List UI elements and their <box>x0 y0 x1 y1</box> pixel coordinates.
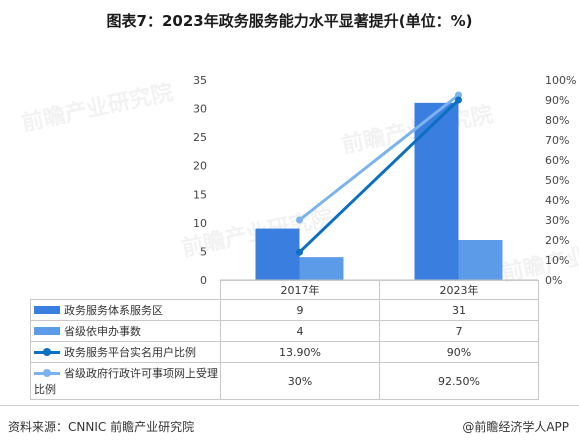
left-axis-tick-label: 25 <box>193 131 207 144</box>
series-name: 省级政府行政许可事项网上受理比例 <box>34 367 218 396</box>
right-axis-tick-label: 40% <box>545 194 569 207</box>
right-axis-tick-label: 80% <box>545 114 569 127</box>
credit-note: @前瞻经济学人APP <box>462 420 569 434</box>
left-axis-tick-label: 10 <box>193 217 207 230</box>
bar-2 <box>299 257 344 280</box>
category-label: 2023年 <box>379 280 539 300</box>
line-point-2 <box>296 216 303 224</box>
line-point-1 <box>455 96 462 104</box>
table-cell: 7 <box>379 320 539 342</box>
legend-entry: 省级政府行政许可事项网上受理比例 <box>30 362 221 400</box>
table-cell: 31 <box>379 299 539 321</box>
right-axis-tick-label: 30% <box>545 214 569 227</box>
right-axis-tick-label: 60% <box>545 154 569 167</box>
right-axis-tick-label: 70% <box>545 134 569 147</box>
line-series-1 <box>298 98 460 254</box>
series-name: 政务服务体系服务区 <box>64 304 163 317</box>
chart-title: 图表7：2023年政务服务能力水平显著提升(单位：%) <box>106 12 473 30</box>
table-header-row: 2017年 2023年 <box>30 280 539 300</box>
table-cell: 9 <box>220 299 380 321</box>
series-name: 省级依申办事数 <box>64 325 141 338</box>
bar-1 <box>414 102 459 280</box>
right-axis-tick-label: 100% <box>545 74 576 87</box>
line-marker-icon <box>34 368 60 378</box>
bar-swatch-icon <box>34 327 60 335</box>
bar-swatch-icon <box>34 306 60 314</box>
left-axis-tick-label: 5 <box>200 245 207 258</box>
table-row: 省级依申办事数 4 7 <box>30 320 539 342</box>
line-marker-icon <box>34 347 60 357</box>
table-row: 省级政府行政许可事项网上受理比例 30% 92.50% <box>30 362 539 400</box>
legend-entry: 政务服务体系服务区 <box>30 299 221 321</box>
left-axis-tick-label: 30 <box>193 103 207 116</box>
series-name: 政务服务平台实名用户比例 <box>64 346 196 359</box>
category-label: 2017年 <box>220 280 380 300</box>
footer-divider <box>0 405 579 406</box>
table-cell: 13.90% <box>220 341 380 363</box>
left-axis-tick-label: 20 <box>193 160 207 173</box>
source-note: 资料来源：CNNIC 前瞻产业研究院 <box>8 420 195 434</box>
table-row: 政务服务平台实名用户比例 13.90% 90% <box>30 341 539 363</box>
table-row: 政务服务体系服务区 9 31 <box>30 299 539 321</box>
left-axis-tick-label: 35 <box>193 74 207 87</box>
legend-entry: 省级依申办事数 <box>30 320 221 342</box>
right-axis-tick-label: 20% <box>545 234 569 247</box>
data-table: 2017年 2023年 政务服务体系服务区 9 31 省级依申办事数 4 7 政… <box>30 280 539 400</box>
right-axis-tick-label: 90% <box>545 94 569 107</box>
table-cell: 4 <box>220 320 380 342</box>
bar-1 <box>255 228 300 280</box>
line-point-2 <box>455 91 462 99</box>
line-series-2 <box>298 93 460 222</box>
left-axis-tick-label: 15 <box>193 188 207 201</box>
table-corner <box>30 280 221 300</box>
right-axis-tick-label: 0% <box>545 274 562 287</box>
line-point-1 <box>296 248 303 256</box>
table-cell: 30% <box>220 362 380 400</box>
bar-2 <box>458 240 503 280</box>
right-axis-tick-label: 50% <box>545 174 569 187</box>
legend-entry: 政务服务平台实名用户比例 <box>30 341 221 363</box>
table-cell: 90% <box>379 341 539 363</box>
right-axis-tick-label: 10% <box>545 254 569 267</box>
table-cell: 92.50% <box>379 362 539 400</box>
